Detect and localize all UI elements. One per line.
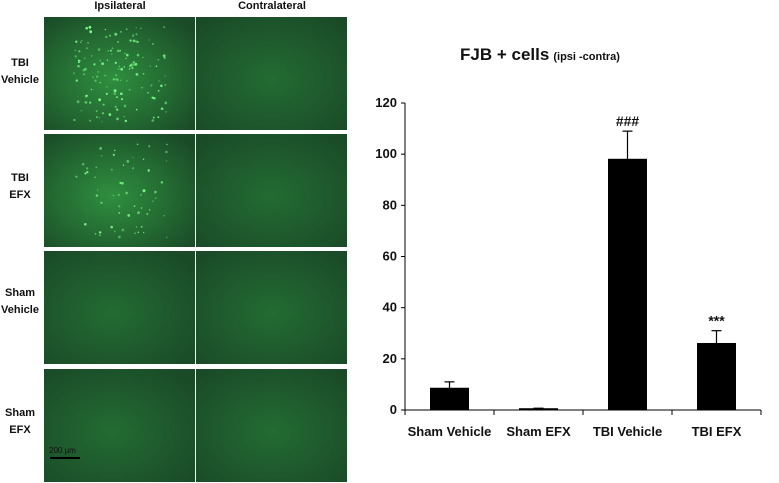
micrograph-panel xyxy=(196,369,347,482)
y-tick-label: 40 xyxy=(383,300,397,315)
x-category-label: Sham EFX xyxy=(506,424,571,439)
bar xyxy=(430,387,469,411)
micrograph-panel xyxy=(196,17,347,130)
row-label-sham-efx: Sham EFX xyxy=(0,405,40,439)
fjb-bar-chart: FJB + cells (ipsi -contra) 0 20 40 60 80 100 12… xyxy=(375,45,762,439)
row-label-line1: Sham xyxy=(5,407,35,419)
micrograph-panel xyxy=(44,251,195,364)
y-tick-label: 0 xyxy=(390,402,397,417)
scale-bar-label: 200 µm xyxy=(49,446,76,455)
chart-bars: Sham Vehicle Sham EFX ### TBI Vehicle *** TBI… xyxy=(408,113,742,439)
row-label-line1: TBI xyxy=(11,57,29,69)
bar xyxy=(519,408,558,411)
row-label-line1: TBI xyxy=(11,172,29,184)
y-tick-label: 20 xyxy=(383,351,397,366)
significance-label: *** xyxy=(708,313,725,329)
micrograph-panel xyxy=(44,17,195,130)
micrograph-panel xyxy=(44,134,195,247)
column-header-ipsilateral: Ipsilateral xyxy=(94,0,146,12)
x-category-label: TBI Vehicle xyxy=(593,424,662,439)
micrograph-panel xyxy=(196,134,347,247)
bar xyxy=(697,342,736,411)
row-label-line2: EFX xyxy=(9,424,31,436)
row-label-line2: EFX xyxy=(9,189,31,201)
scale-bar xyxy=(50,457,80,459)
y-tick-label: 60 xyxy=(383,249,397,264)
x-category-label: Sham Vehicle xyxy=(408,424,492,439)
row-label-tbi-efx: TBI EFX xyxy=(0,170,40,204)
y-tick-label: 80 xyxy=(383,197,397,212)
y-tick-label: 120 xyxy=(375,95,397,110)
row-label-line1: Sham xyxy=(5,287,35,299)
column-header-contralateral: Contralateral xyxy=(238,0,306,12)
chart-title: FJB + cells (ipsi -contra) xyxy=(460,45,620,64)
significance-label: ### xyxy=(616,113,640,129)
row-label-line2: Vehicle xyxy=(1,74,39,86)
row-label-sham-vehicle: Sham Vehicle xyxy=(0,285,40,319)
micrograph-panel xyxy=(196,251,347,364)
row-label-tbi-vehicle: TBI Vehicle xyxy=(0,55,40,89)
y-tick-label: 100 xyxy=(375,146,397,161)
row-label-line2: Vehicle xyxy=(1,304,39,316)
bar xyxy=(608,158,647,411)
micrograph-panel xyxy=(44,369,195,482)
x-category-label: TBI EFX xyxy=(692,424,742,439)
